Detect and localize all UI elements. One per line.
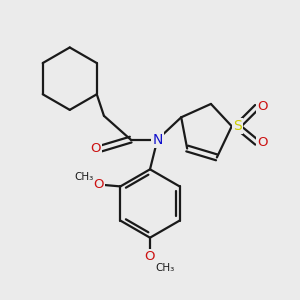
Text: O: O [145,250,155,263]
Text: CH₃: CH₃ [156,263,175,273]
Text: S: S [233,119,242,133]
Text: O: O [90,142,101,155]
Text: O: O [257,100,268,113]
Text: O: O [257,136,268,149]
Text: CH₃: CH₃ [74,172,93,182]
Text: N: N [152,133,163,147]
Text: O: O [94,178,104,191]
